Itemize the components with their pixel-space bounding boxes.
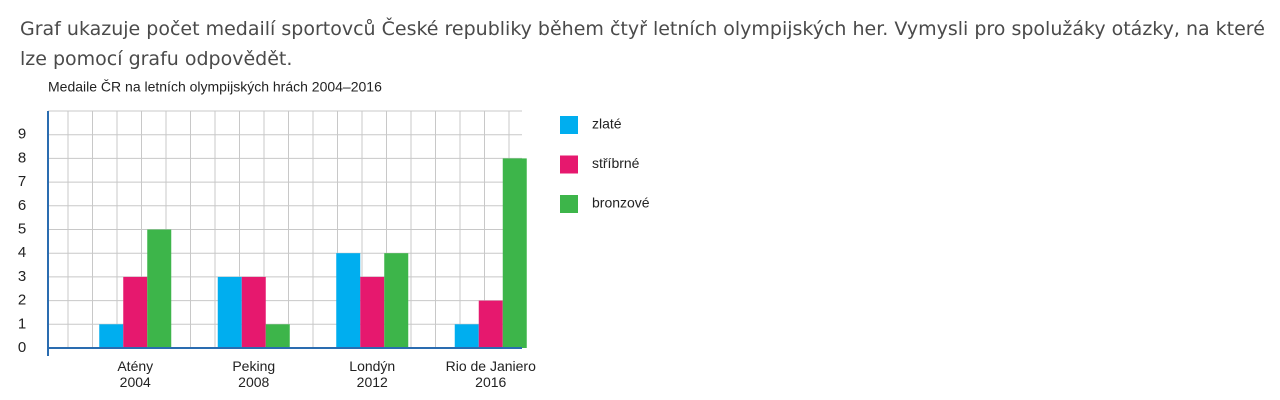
bar [99,324,124,348]
legend-label: stříbrné [592,155,640,171]
legend-label: zlaté [592,116,622,132]
x-tick-label: Atény 2004 [117,358,154,390]
y-tick-label: 7 [18,173,26,190]
bar [478,300,503,348]
legend-label: bronzové [592,195,650,211]
y-tick-label: 0 [18,339,26,356]
y-tick-label: 1 [18,315,26,332]
instruction: Graf ukazuje počet medailí sportovců Čes… [20,18,1265,70]
bar [217,276,242,348]
y-tick-label: 5 [18,220,26,237]
bar [241,276,266,348]
bar [360,276,385,348]
legend-swatch [560,116,578,134]
bar [384,253,409,348]
x-tick-label: Peking 2008 [232,358,276,390]
y-tick-label: 2 [18,292,26,309]
x-tick-label: Rio de Janiero 2016 [445,358,536,390]
bar [502,158,527,348]
bar [123,276,148,348]
x-tick-label: Londýn 2012 [349,358,396,390]
y-tick-label: 9 [18,126,26,143]
bar [454,324,479,348]
bar [147,229,172,348]
y-tick-label: 4 [18,244,26,261]
y-tick-label: 6 [18,197,26,214]
legend-swatch [560,195,578,213]
bar [265,324,290,348]
y-tick-label: 3 [18,268,26,285]
legend-swatch [560,155,578,174]
chart-title: Medaile ČR na letních olympijských hrách… [48,79,382,95]
bar [336,253,361,348]
y-tick-label: 8 [18,149,26,166]
